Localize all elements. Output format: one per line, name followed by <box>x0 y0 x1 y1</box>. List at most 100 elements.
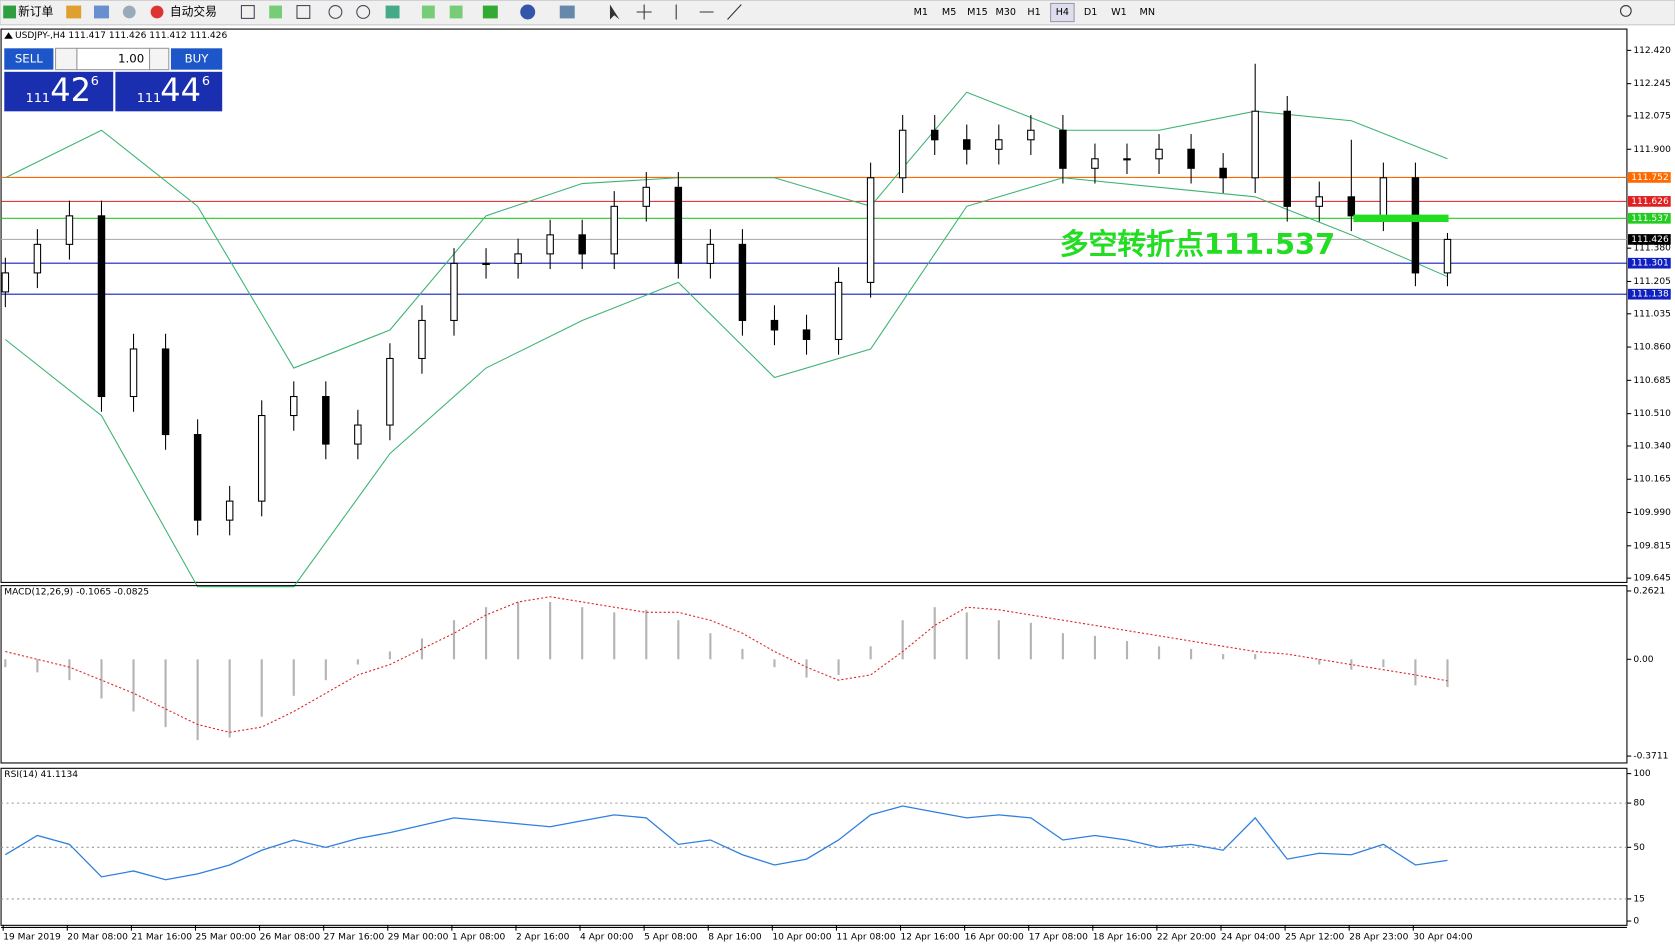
time-label: 4 Apr 00:00 <box>580 933 634 943</box>
y-tick-label: 50 <box>1633 843 1645 853</box>
timeframe[interactable]: D1 <box>1084 7 1098 18</box>
buy-price-big: 111 <box>137 91 161 106</box>
candle-body <box>290 395 298 417</box>
tool-icons <box>240 4 742 20</box>
timeframe[interactable]: M5 <box>942 7 956 18</box>
new-order-icon[interactable] <box>3 5 17 19</box>
icon[interactable] <box>421 5 435 19</box>
y-tick-label: 110.510 <box>1633 409 1671 419</box>
lot-up[interactable] <box>149 47 170 71</box>
candle-body <box>161 348 170 436</box>
time-label: 20 Mar 08:00 <box>67 933 128 943</box>
candle-body <box>546 234 554 255</box>
icon[interactable] <box>385 5 400 19</box>
icon[interactable] <box>449 5 463 19</box>
time-label: 17 Apr 08:00 <box>1029 933 1088 943</box>
sell-price-box[interactable] <box>4 71 114 112</box>
buy-price-box[interactable] <box>115 71 223 112</box>
candle-body <box>514 253 522 264</box>
new-order[interactable]: 新订单 <box>18 4 53 18</box>
price-tag-label: 111.537 <box>1631 214 1669 224</box>
y-tick-label: 110.685 <box>1633 376 1671 386</box>
candle-body <box>1347 196 1356 217</box>
icon[interactable] <box>609 4 620 20</box>
icon[interactable] <box>636 4 652 20</box>
icon[interactable] <box>122 5 136 19</box>
timeframe[interactable]: M15 <box>967 7 988 18</box>
icon[interactable] <box>94 5 109 19</box>
icon[interactable] <box>482 5 498 19</box>
icon[interactable] <box>328 5 343 19</box>
icon[interactable] <box>559 5 575 19</box>
time-label: 10 Apr 00:00 <box>772 933 831 943</box>
y-tick-label: 109.990 <box>1633 508 1671 518</box>
sell-button[interactable] <box>4 48 54 70</box>
y-tick-label: 112.075 <box>1633 111 1671 121</box>
timeframe[interactable]: M30 <box>995 7 1016 18</box>
icon[interactable] <box>675 4 742 20</box>
icon[interactable] <box>240 5 255 19</box>
candle-body <box>257 415 266 502</box>
timeframe-active[interactable] <box>1050 2 1075 23</box>
pane-title: RSI(14) 41.1134 <box>4 770 78 780</box>
candle-body <box>1123 158 1131 161</box>
y-tick-label: 110.860 <box>1633 343 1671 353</box>
buy-button[interactable] <box>170 48 223 70</box>
time-label: 11 Apr 08:00 <box>836 933 895 943</box>
time-label: 28 Apr 23:00 <box>1349 933 1408 943</box>
time-label: 21 Mar 16:00 <box>131 933 192 943</box>
candle-body <box>1251 110 1259 179</box>
sell-label[interactable]: SELL <box>15 51 43 65</box>
y-tick-label: 111.035 <box>1633 309 1671 319</box>
candle-body <box>225 500 234 521</box>
price-tag <box>1627 288 1671 300</box>
y-tick-label: 0.00 <box>1633 655 1653 665</box>
timeframe[interactable]: M1 <box>914 7 928 18</box>
icon[interactable] <box>66 5 82 19</box>
timeframe[interactable]: H4 <box>1056 7 1069 18</box>
candle-body <box>354 424 362 445</box>
icon[interactable] <box>520 4 536 20</box>
icon[interactable] <box>356 5 371 19</box>
time-label: 22 Apr 20:00 <box>1157 933 1216 943</box>
y-tick-label: 112.245 <box>1633 79 1671 89</box>
search-icon[interactable] <box>1619 5 1632 17</box>
icon[interactable] <box>296 5 311 19</box>
price-tag <box>1627 234 1671 245</box>
lots[interactable]: 1.00 <box>118 51 144 65</box>
pane-frame <box>0 585 1628 764</box>
auto-trade[interactable]: 自动交易 <box>170 4 217 18</box>
candle-body <box>1315 196 1324 207</box>
time-label: 8 Apr 16:00 <box>708 933 762 943</box>
timeframe[interactable]: H1 <box>1027 7 1040 18</box>
y-tick-label: -0.3711 <box>1633 752 1668 762</box>
y-tick-label: 15 <box>1633 894 1645 904</box>
timeframe[interactable]: MN <box>1140 7 1155 18</box>
sell-price-big: 111 <box>26 91 50 106</box>
candle-body <box>1187 148 1195 169</box>
time-label: 25 Mar 00:00 <box>195 933 256 943</box>
candle-body <box>610 205 618 255</box>
time-label: 26 Mar 08:00 <box>260 933 321 943</box>
timeframe[interactable]: W1 <box>1111 7 1127 18</box>
toolbar: 新订单 自动交易 M1 M5 M15 M30 H1 H4 D1 W1 MN <box>0 0 1675 26</box>
time-label: 5 Apr 08:00 <box>644 933 698 943</box>
price-tag <box>1627 257 1671 269</box>
header-marker <box>4 32 13 39</box>
candle-body <box>482 262 490 265</box>
y-tick-label: 100 <box>1633 769 1651 779</box>
price-tag <box>1627 212 1671 224</box>
auto-trade-icon[interactable] <box>150 5 164 19</box>
y-tick-label: 112.420 <box>1633 46 1671 56</box>
lot-down[interactable] <box>55 47 78 71</box>
price-tag-label: 111.301 <box>1631 259 1669 269</box>
y-tick-label: 0.2621 <box>1633 586 1665 596</box>
y-tick-label: 109.815 <box>1633 541 1671 551</box>
time-label: 1 Apr 08:00 <box>452 933 506 943</box>
icon[interactable] <box>269 5 283 19</box>
time-label: 27 Mar 16:00 <box>324 933 385 943</box>
y-tick-label: 109.645 <box>1633 574 1671 584</box>
buy-label[interactable]: BUY <box>185 51 210 65</box>
candle-body <box>1443 238 1452 274</box>
